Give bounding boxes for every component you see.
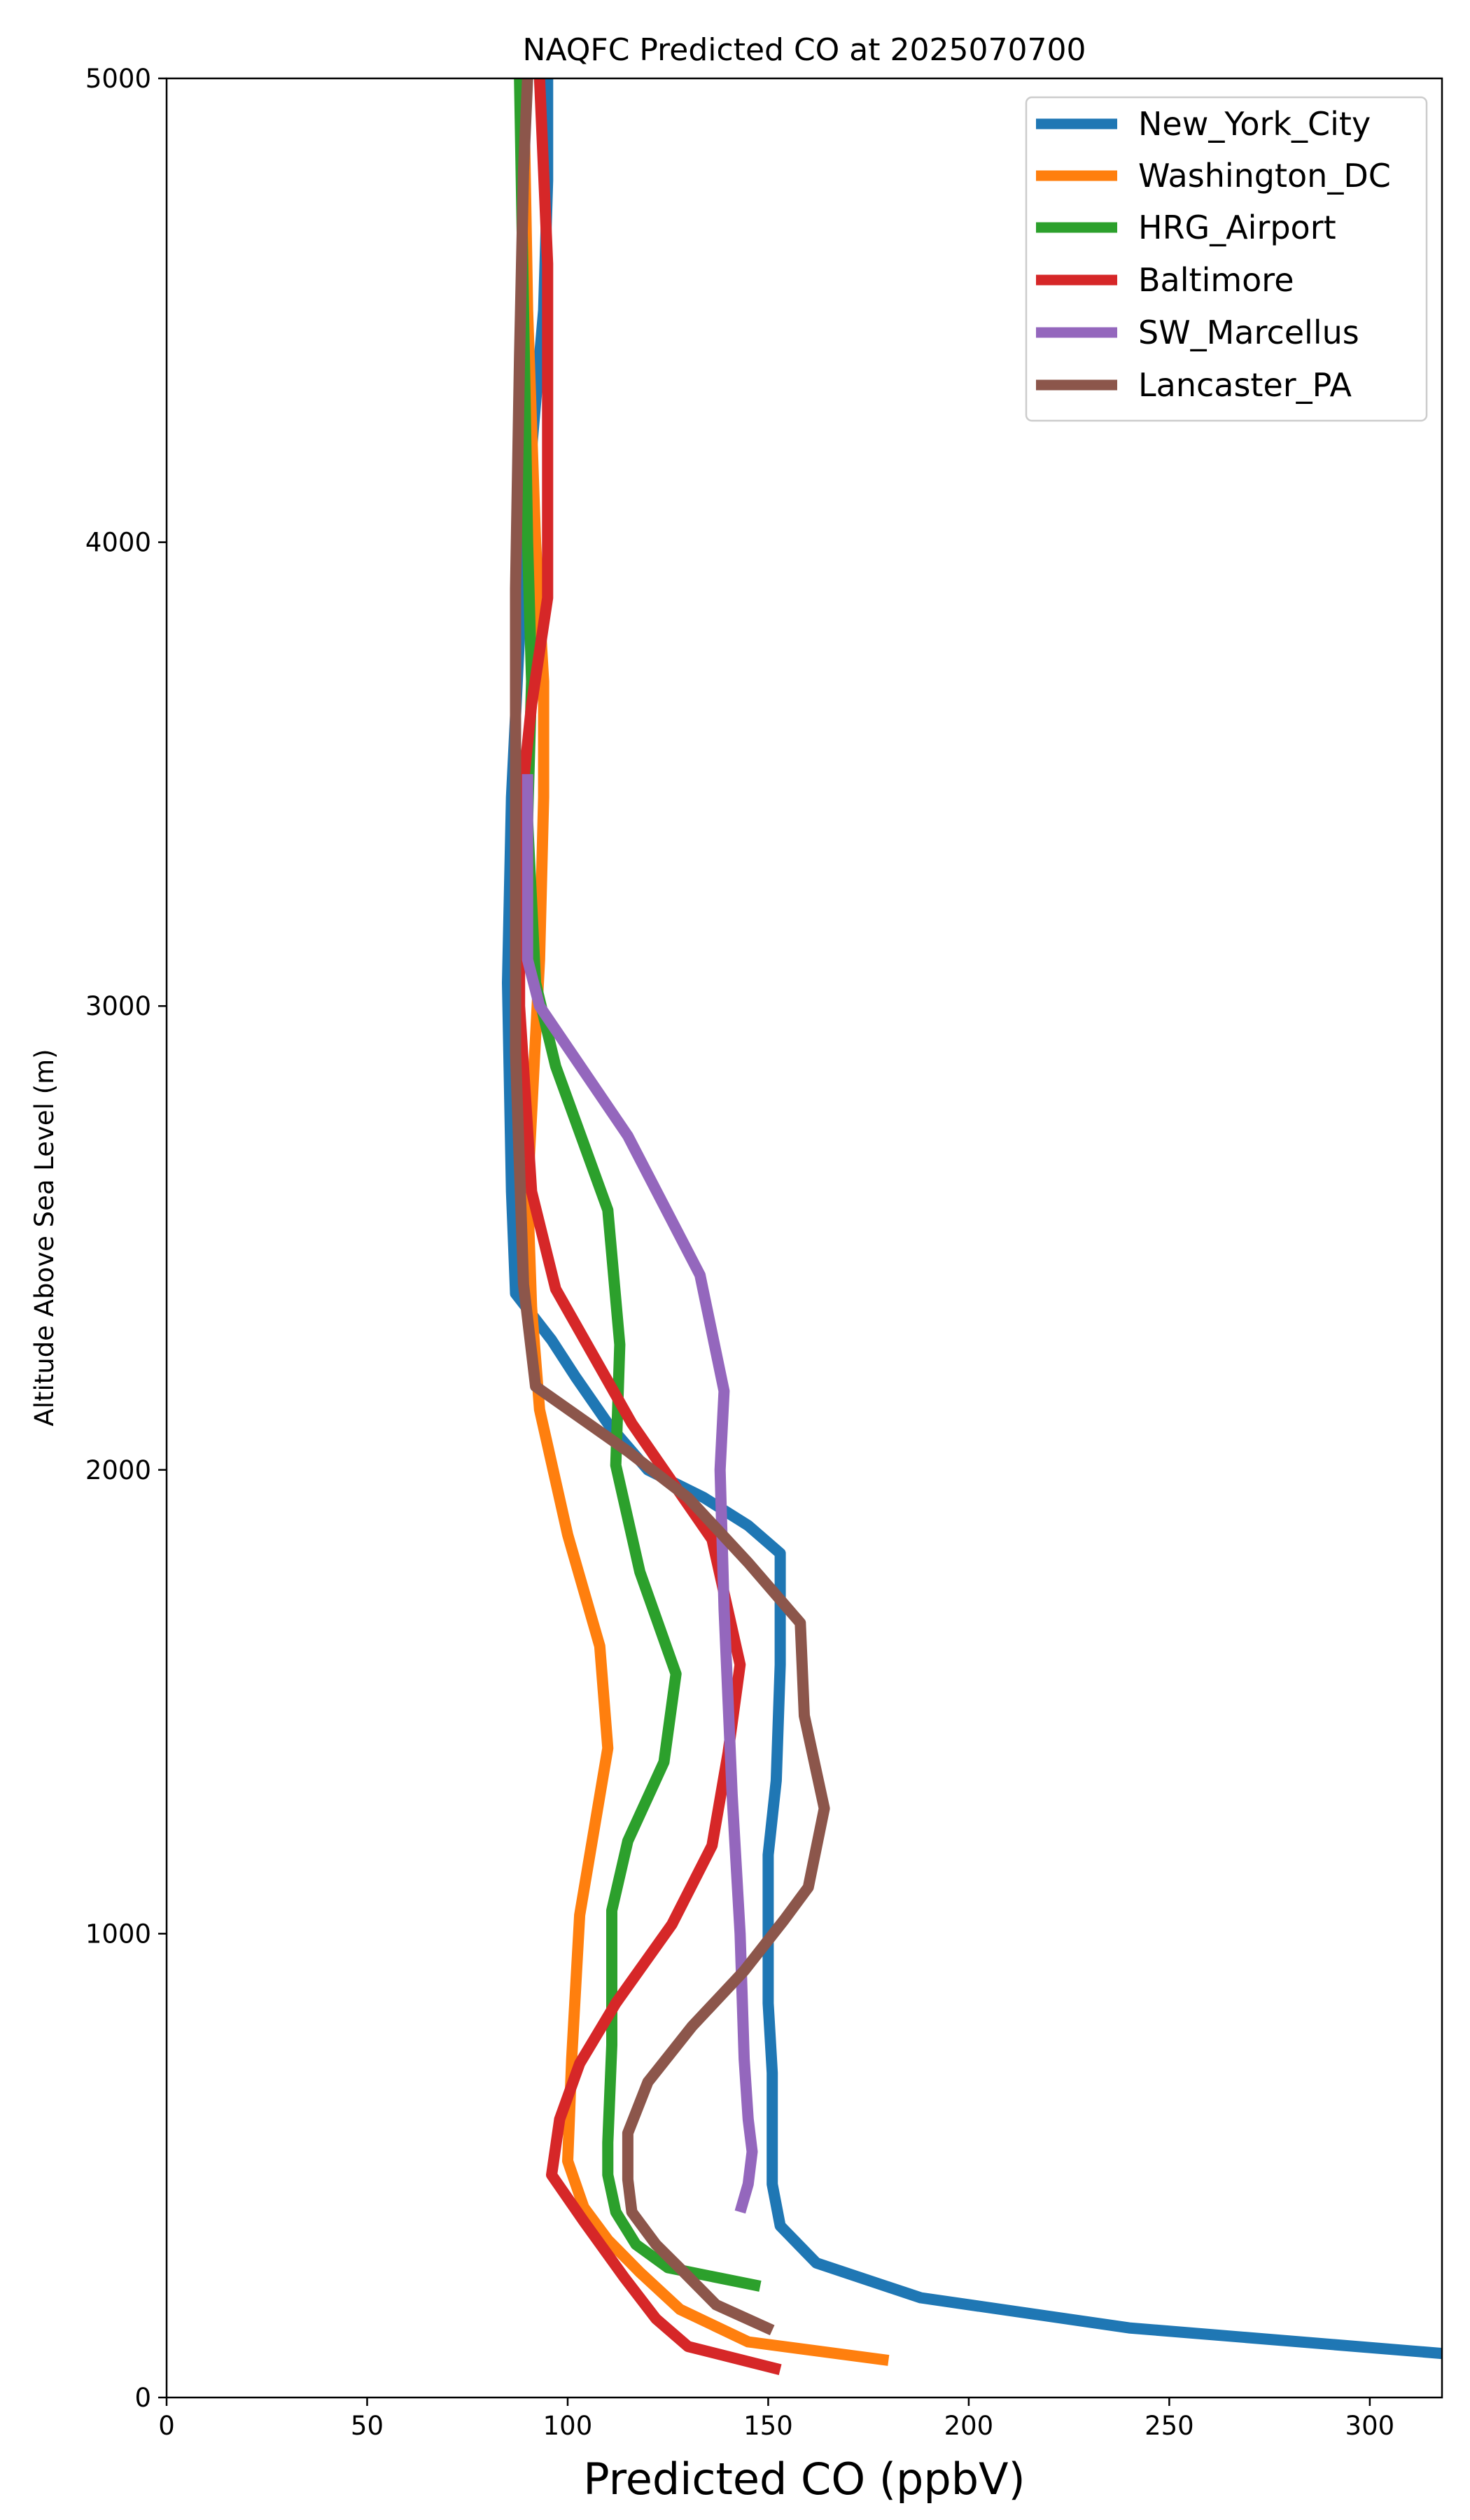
x-tick-label: 300 [1345,2411,1395,2441]
legend-label-sw-marcellus: SW_Marcellus [1138,314,1359,351]
x-tick-label: 0 [158,2411,175,2441]
legend-label-washington-dc: Washington_DC [1138,157,1391,195]
x-tick-label: 200 [944,2411,994,2441]
series-layer [502,78,1443,2375]
y-tick-label: 1000 [85,1919,151,1949]
x-tick-label: 50 [351,2411,384,2441]
y-tick-label: 4000 [85,528,151,558]
x-tick-label: 150 [743,2411,793,2441]
series-line-lancaster-pa [510,78,830,2336]
series-line-sw-marcellus [522,774,758,2214]
x-tick-label: 250 [1144,2411,1194,2441]
series-line-baltimore [514,78,782,2375]
y-tick-label: 2000 [85,1455,151,1485]
x-axis-label: Predicted CO (ppbV) [583,2454,1025,2505]
legend-label-hrg-airport: HRG_Airport [1138,209,1336,246]
legend: New_York_City Washington_DC HRG_Airport … [1025,96,1428,422]
y-tick-label: 0 [134,2383,151,2413]
legend-label-new-york-city: New_York_City [1138,105,1371,143]
legend-label-lancaster-pa: Lancaster_PA [1138,366,1352,404]
chart-title: NAQFC Predicted CO at 2025070700 [523,32,1086,68]
legend-label-baltimore: Baltimore [1138,261,1294,299]
plot-frame [165,77,1443,2399]
series-line-washington-dc [517,78,890,2366]
legend-box [1025,96,1428,422]
y-axis-label: Altitude Above Sea Level (m) [29,1049,59,1426]
y-tick-label: 3000 [85,991,151,1021]
x-tick-label: 100 [543,2411,593,2441]
y-tick-label: 5000 [85,64,151,94]
